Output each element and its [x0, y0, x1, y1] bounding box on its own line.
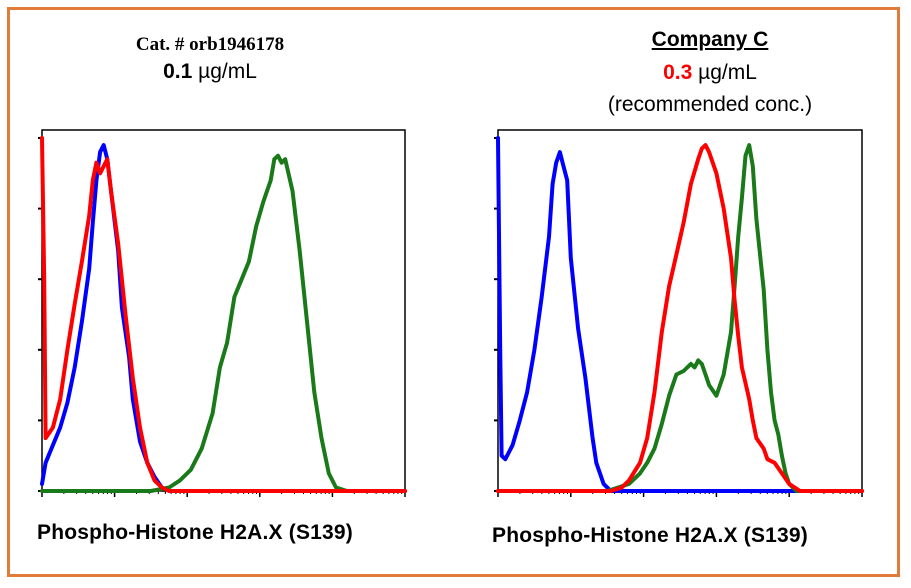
right-company-title: Company C: [560, 28, 860, 52]
right-concentration: 0.3 µg/mL: [560, 61, 860, 85]
right-recommended-note: (recommended conc.): [607, 93, 813, 116]
right-company-name: Company C: [651, 28, 769, 51]
right-concentration-value: 0.3: [663, 61, 693, 84]
left-x-axis-label: Phospho-Histone H2A.X (S139): [37, 521, 353, 544]
left-series-2-line: [40, 153, 407, 493]
left-concentration-unit: µg/mL: [192, 60, 257, 83]
left-series-1-line: [40, 136, 407, 493]
left-catalog-title: Cat. # orb1946178: [135, 34, 285, 55]
right-series-0-line: [496, 136, 864, 493]
left-concentration: 0.1 µg/mL: [60, 60, 360, 84]
right-series-1-line: [496, 143, 864, 493]
right-concentration-unit: µg/mL: [692, 61, 757, 84]
left-series-0-line: [40, 143, 407, 493]
right-x-axis-label: Phospho-Histone H2A.X (S139): [492, 524, 808, 547]
left-concentration-value: 0.1: [163, 60, 193, 83]
